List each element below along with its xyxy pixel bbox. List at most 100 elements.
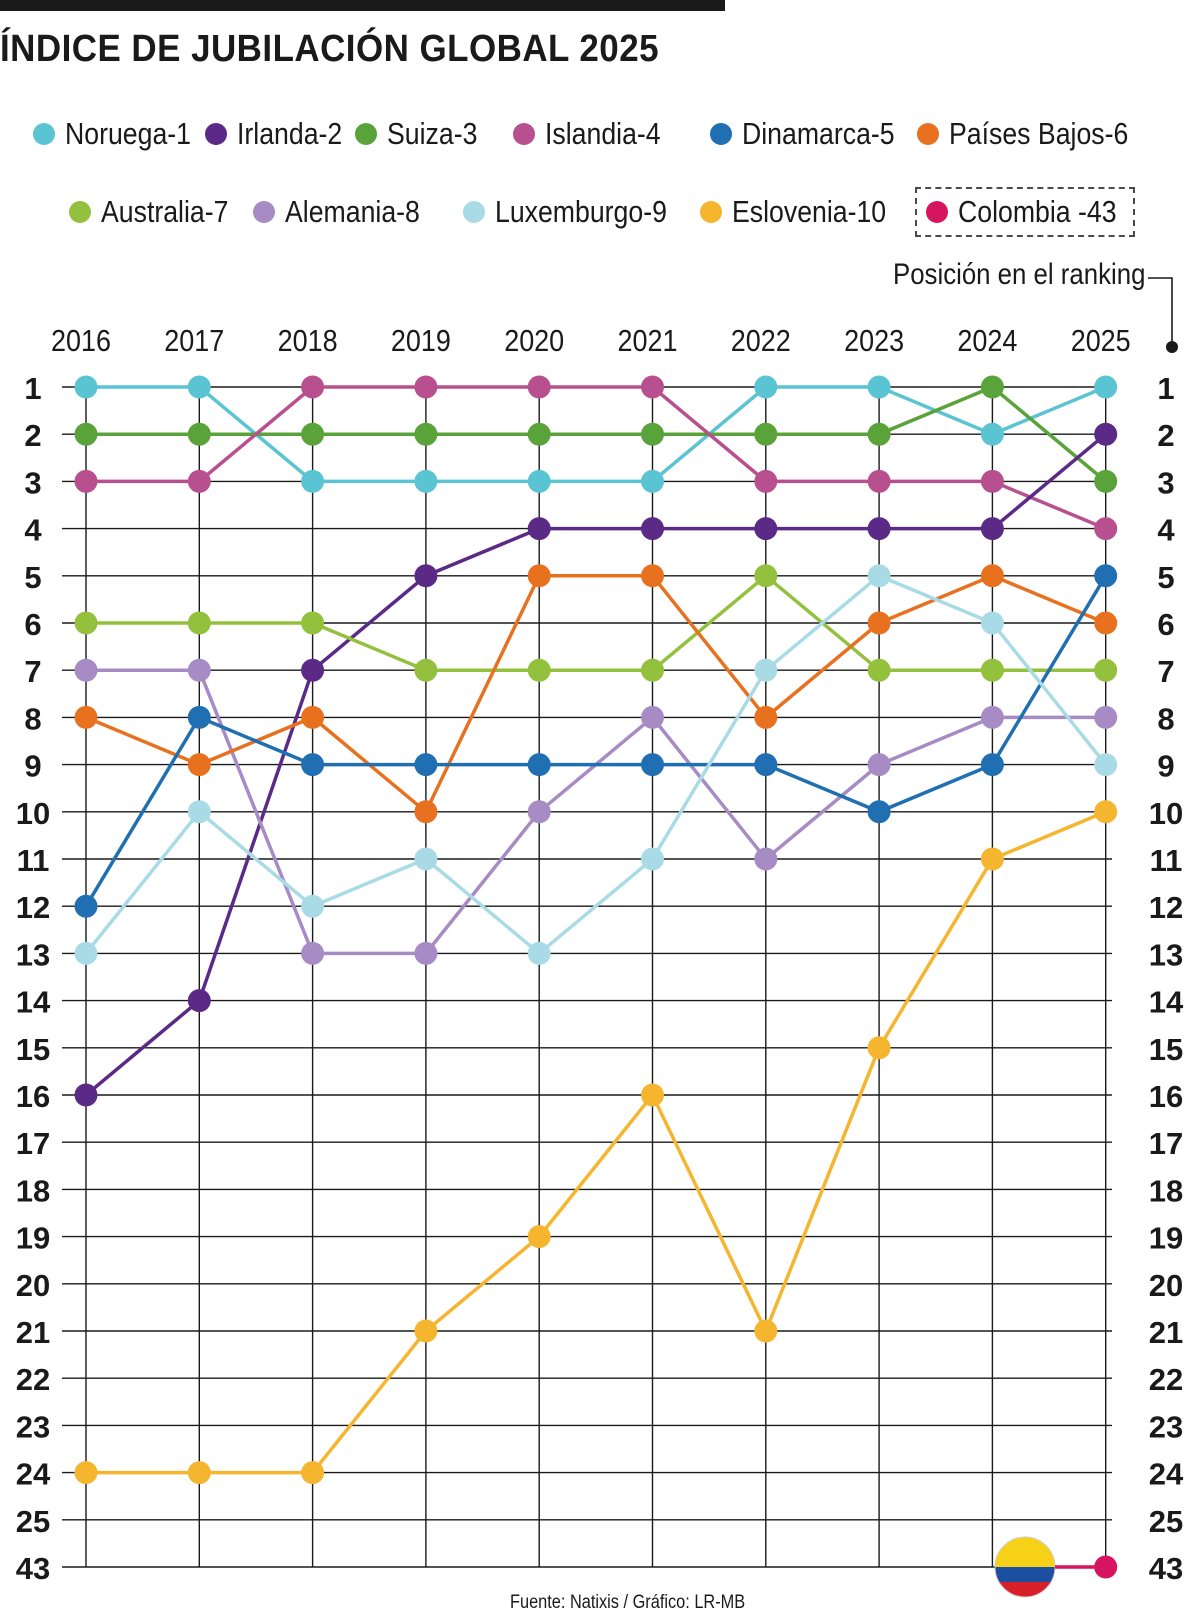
point-suiza xyxy=(754,422,778,446)
y-tick-label-right: 14 xyxy=(1149,985,1184,1020)
y-tick-label-left: 23 xyxy=(16,1409,50,1444)
point-dinamarca xyxy=(1094,564,1118,588)
point-islandia xyxy=(867,469,891,493)
legend-label: Australia-7 xyxy=(101,194,229,229)
point-eslovenia xyxy=(527,1225,551,1249)
point-luxemburgo xyxy=(867,564,891,588)
point-luxemburgo xyxy=(74,941,98,965)
point-pa-ses-bajos xyxy=(527,564,551,588)
point-eslovenia xyxy=(754,1319,778,1343)
y-tick-label-left: 7 xyxy=(24,654,41,689)
colombia-flag-group xyxy=(994,1536,1056,1598)
flag-stripe-red xyxy=(995,1582,1055,1597)
legend-label: Luxemburgo-9 xyxy=(495,194,667,229)
point-dinamarca xyxy=(980,753,1004,777)
point-eslovenia xyxy=(867,1036,891,1060)
y-tick-label-right: 43 xyxy=(1149,1551,1183,1586)
y-tick-label-left: 25 xyxy=(16,1504,50,1539)
legend-item-luxemburgo: Luxemburgo-9 xyxy=(463,194,695,230)
point-dinamarca xyxy=(414,753,438,777)
x-tick-label: 2019 xyxy=(391,323,451,358)
y-tick-label-left: 5 xyxy=(24,560,41,595)
y-tick-label-left: 10 xyxy=(16,796,50,831)
point-pa-ses-bajos xyxy=(867,611,891,635)
point-alemania xyxy=(754,847,778,871)
legend-label: Suiza-3 xyxy=(387,116,478,151)
point-dinamarca xyxy=(301,753,325,777)
legend-item-australia: Australia-7 xyxy=(69,194,249,230)
y-tick-label-right: 8 xyxy=(1157,701,1174,736)
legend-swatch xyxy=(463,201,485,223)
point-islandia xyxy=(187,469,211,493)
legend-label: Eslovenia-10 xyxy=(732,194,887,229)
point-alemania xyxy=(641,705,664,729)
y-tick-label-right: 25 xyxy=(1149,1504,1183,1539)
point-irlanda xyxy=(980,517,1004,541)
flag-stripe-yellow xyxy=(995,1537,1055,1567)
y-tick-label-right: 15 xyxy=(1149,1032,1183,1067)
point-islandia xyxy=(74,469,98,493)
y-tick-label-left: 3 xyxy=(24,465,41,500)
point-australia xyxy=(980,658,1004,682)
legend-swatch xyxy=(69,201,91,223)
point-pa-ses-bajos xyxy=(74,705,98,729)
legend-colombia-box xyxy=(915,187,1135,237)
x-tick-label: 2024 xyxy=(957,323,1017,358)
point-suiza xyxy=(980,375,1004,399)
x-tick-label: 2021 xyxy=(618,323,678,358)
legend-item-noruega: Noruega-1 xyxy=(33,116,211,152)
point-suiza xyxy=(187,422,211,446)
point-alemania xyxy=(527,800,551,824)
x-tick-label: 2022 xyxy=(731,323,791,358)
legend-swatch xyxy=(355,123,377,145)
y-tick-label-left: 20 xyxy=(16,1268,50,1303)
point-noruega xyxy=(641,469,664,493)
point-luxemburgo xyxy=(187,800,211,824)
y-tick-label-right: 11 xyxy=(1150,843,1183,878)
y-tick-label-left: 17 xyxy=(16,1126,50,1161)
y-tick-label-right: 24 xyxy=(1149,1457,1184,1492)
point-alemania xyxy=(414,941,438,965)
y-tick-label-right: 20 xyxy=(1149,1268,1183,1303)
point-alemania xyxy=(1094,705,1118,729)
point-alemania xyxy=(980,705,1004,729)
point-irlanda xyxy=(74,1083,98,1107)
point-eslovenia xyxy=(187,1461,211,1485)
legend-item-colombia: Colombia -43 xyxy=(926,194,1142,230)
legend-label: Colombia -43 xyxy=(958,194,1117,229)
point-luxemburgo xyxy=(301,894,325,918)
point-noruega xyxy=(1094,375,1118,399)
top-rule xyxy=(0,0,725,11)
point-pa-ses-bajos xyxy=(301,705,325,729)
point-islandia xyxy=(1094,517,1118,541)
legend-item-eslovenia: Eslovenia-10 xyxy=(700,194,911,230)
y-tick-label-right: 17 xyxy=(1149,1126,1183,1161)
y-tick-label-right: 10 xyxy=(1149,796,1183,831)
y-tick-label-right: 9 xyxy=(1157,749,1174,784)
point-eslovenia xyxy=(74,1461,98,1485)
y-tick-label-left: 21 xyxy=(16,1315,50,1350)
point-luxemburgo xyxy=(527,941,551,965)
point-alemania xyxy=(74,658,98,682)
point-irlanda xyxy=(527,517,551,541)
legend-label: Dinamarca-5 xyxy=(742,116,895,151)
point-alemania xyxy=(301,941,325,965)
flag-stripe-blue xyxy=(995,1567,1055,1582)
y-tick-label-left: 15 xyxy=(16,1032,50,1067)
point-alemania xyxy=(867,753,891,777)
y-tick-label-left: 13 xyxy=(16,937,50,972)
point-dinamarca xyxy=(527,753,551,777)
point-australia xyxy=(867,658,891,682)
point-suiza xyxy=(414,422,438,446)
legend-item-irlanda: Irlanda-2 xyxy=(205,116,359,152)
y-tick-label-left: 1 xyxy=(24,371,41,406)
y-tick-label-right: 16 xyxy=(1149,1079,1183,1114)
y-tick-label-left: 9 xyxy=(24,749,41,784)
point-eslovenia xyxy=(1094,800,1118,824)
y-tick-label-right: 7 xyxy=(1157,654,1174,689)
legend-swatch xyxy=(33,123,55,145)
source-credit: Fuente: Natixis / Gráfico: LR-MB xyxy=(510,1592,746,1613)
legend-item-alemania: Alemania-8 xyxy=(253,194,442,230)
point-irlanda xyxy=(641,517,664,541)
point-pa-ses-bajos xyxy=(980,564,1004,588)
